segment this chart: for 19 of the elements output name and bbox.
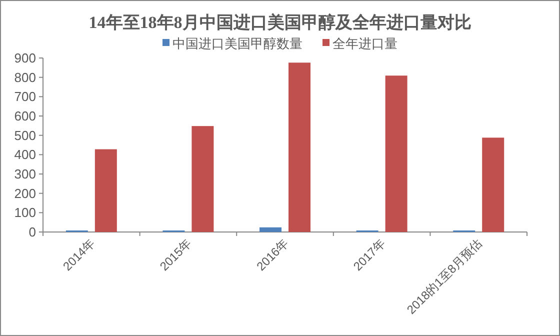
y-tick-label: 100 — [14, 205, 36, 220]
legend-label: 全年进口量 — [332, 36, 398, 51]
bar — [385, 76, 408, 232]
y-tick-label: 0 — [28, 224, 36, 240]
bar — [288, 62, 310, 232]
chart-title: 14年至18年8月中国进口美国甲醇及全年进口量对比 — [88, 13, 472, 32]
y-tick-label: 800 — [14, 70, 36, 85]
bar — [260, 227, 282, 232]
bar — [94, 149, 117, 232]
y-tick-label: 200 — [14, 186, 36, 201]
y-tick-label: 600 — [14, 108, 36, 124]
y-tick-label: 500 — [14, 128, 36, 143]
y-tick-label: 400 — [14, 147, 36, 162]
y-tick-label: 900 — [14, 50, 36, 66]
bar — [192, 126, 214, 232]
y-tick-label: 300 — [14, 166, 36, 182]
legend-label: 中国进口美国甲醇数量 — [172, 36, 302, 51]
y-tick-label: 700 — [14, 89, 36, 104]
bar — [482, 138, 504, 232]
